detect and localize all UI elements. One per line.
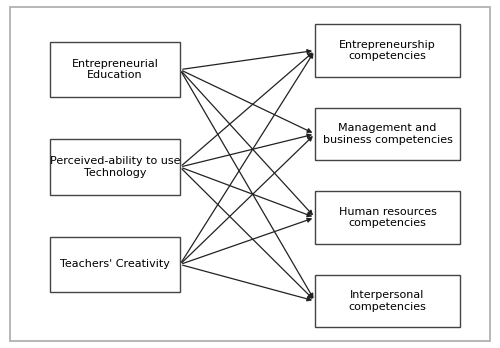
Text: Interpersonal
competencies: Interpersonal competencies — [348, 290, 426, 312]
Bar — [315, 191, 460, 244]
Text: Management and
business competencies: Management and business competencies — [322, 123, 452, 145]
Text: Entrepreneurship
competencies: Entrepreneurship competencies — [339, 40, 436, 61]
Text: Entrepreneurial
Education: Entrepreneurial Education — [72, 59, 158, 80]
Text: Teachers' Creativity: Teachers' Creativity — [60, 260, 170, 269]
Bar — [50, 139, 180, 195]
Bar — [315, 24, 460, 77]
Text: Human resources
competencies: Human resources competencies — [338, 207, 436, 228]
Bar — [315, 108, 460, 160]
Bar — [50, 42, 180, 97]
Bar — [315, 275, 460, 327]
Text: Perceived-ability to use
Technology: Perceived-ability to use Technology — [50, 156, 180, 178]
Bar — [50, 237, 180, 292]
